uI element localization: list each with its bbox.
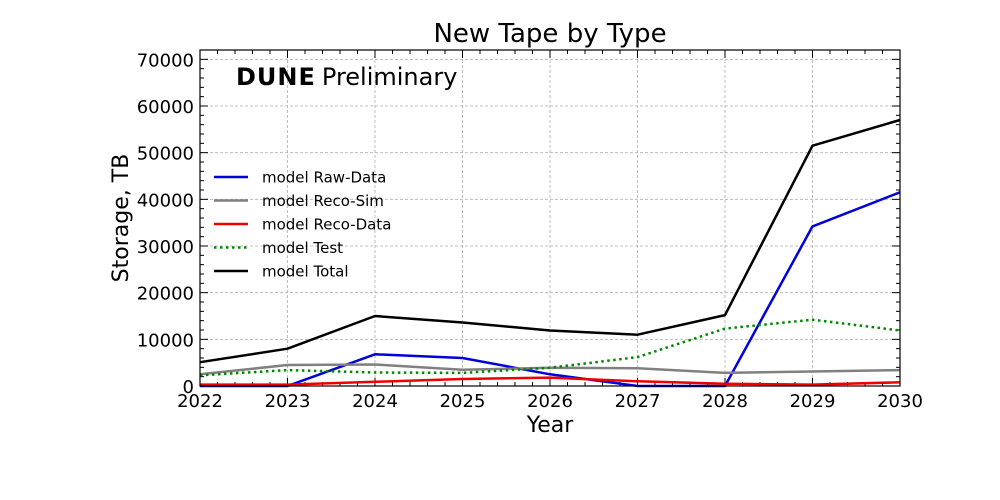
watermark-bold-text: DUNE bbox=[236, 63, 316, 91]
legend-label: model Test bbox=[262, 239, 343, 257]
chart-title: New Tape by Type bbox=[433, 19, 666, 49]
plot-frame bbox=[199, 49, 901, 387]
y-tick-label: 0 bbox=[183, 377, 194, 398]
x-tick-labels: 2022 2023 2024 2025 2026 2027 2028 2029 2030 bbox=[177, 391, 923, 412]
legend: model Raw-Data model Reco-Sim model Reco-D… bbox=[214, 169, 391, 281]
dune-preliminary-watermark: DUNE Preliminary bbox=[236, 63, 457, 91]
y-tick-label: 60000 bbox=[137, 97, 194, 118]
minor-ticks bbox=[199, 49, 901, 387]
x-tick-label: 2027 bbox=[615, 391, 661, 412]
series-line-model-test bbox=[199, 318, 901, 377]
legend-label: model Total bbox=[262, 263, 349, 281]
y-axis-label: Storage, TB bbox=[109, 154, 134, 283]
x-axis-label: Year bbox=[526, 413, 575, 438]
x-tick-label: 2029 bbox=[790, 391, 836, 412]
y-tick-label: 10000 bbox=[137, 330, 194, 351]
y-tick-label: 40000 bbox=[137, 190, 194, 211]
legend-label: model Reco-Data bbox=[262, 216, 391, 234]
series-line-model-reco-data bbox=[200, 376, 901, 386]
x-tick-label: 2022 bbox=[177, 391, 223, 412]
y-tick-label: 50000 bbox=[137, 144, 194, 165]
legend-label: model Reco-Sim bbox=[262, 192, 384, 210]
legend-label: model Raw-Data bbox=[262, 169, 386, 187]
x-tick-label: 2024 bbox=[352, 391, 398, 412]
y-tick-label: 20000 bbox=[137, 284, 194, 305]
x-tick-label: 2023 bbox=[265, 391, 311, 412]
series-lines bbox=[199, 118, 901, 388]
watermark-normal-text: Preliminary bbox=[322, 63, 458, 91]
series-line-model-raw-data bbox=[200, 191, 901, 388]
x-tick-label: 2028 bbox=[702, 391, 748, 412]
y-tick-labels: 0 10000 20000 30000 40000 50000 60000 70000 bbox=[137, 50, 194, 398]
y-tick-label: 70000 bbox=[137, 50, 194, 71]
x-tick-label: 2025 bbox=[440, 391, 486, 412]
x-tick-label: 2030 bbox=[877, 391, 923, 412]
y-tick-label: 30000 bbox=[137, 237, 194, 258]
x-tick-label: 2026 bbox=[527, 391, 573, 412]
series-line-model-total bbox=[199, 118, 901, 364]
